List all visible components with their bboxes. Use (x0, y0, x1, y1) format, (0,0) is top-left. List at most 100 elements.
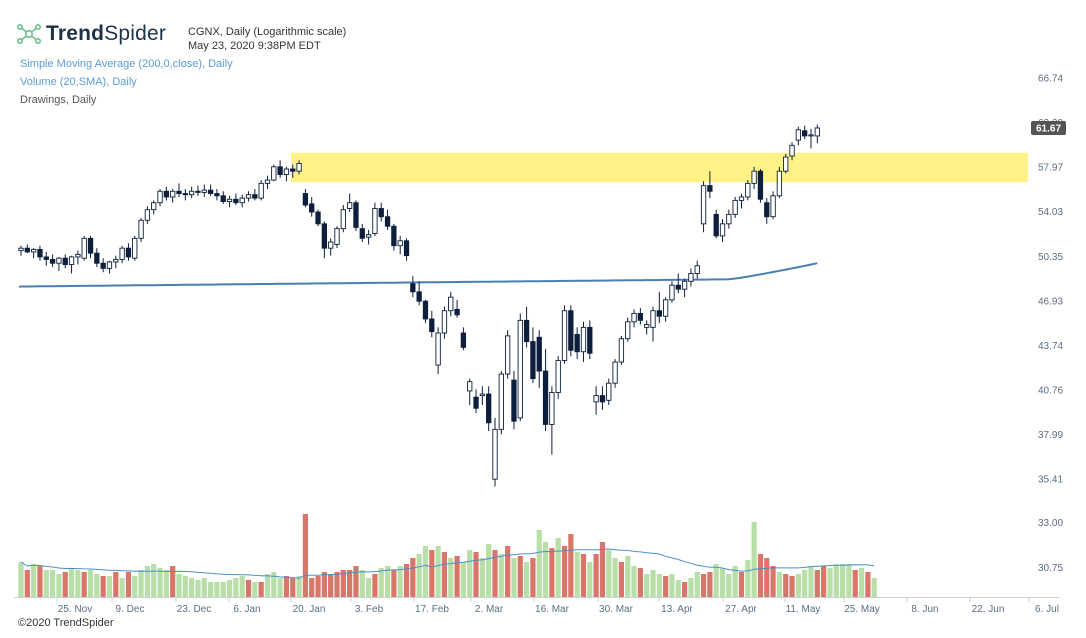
candle-body (245, 194, 252, 199)
volume-bar (713, 564, 719, 597)
volume-bar (536, 530, 542, 597)
candle-body (498, 373, 504, 430)
candle (24, 244, 30, 254)
volume-bar (719, 568, 726, 597)
y-tick-label: 43.74 (1038, 341, 1063, 352)
candle (188, 186, 195, 199)
candle (795, 126, 802, 146)
candle-body (24, 247, 30, 253)
candle (675, 273, 681, 294)
volume-bar (435, 546, 441, 597)
candle (802, 125, 808, 140)
candle (587, 320, 593, 360)
spider-icon (16, 23, 41, 44)
volume-bar (384, 566, 391, 597)
x-tick-label: 8. Jun (911, 604, 938, 615)
candle (644, 320, 650, 335)
candle (410, 276, 416, 298)
candle-body (492, 428, 498, 480)
volume-bar (726, 574, 732, 597)
candle (593, 386, 599, 415)
candle (738, 193, 745, 209)
candle (81, 235, 87, 261)
candle (454, 299, 460, 318)
candle-body (486, 393, 492, 424)
volume-bar (524, 562, 530, 597)
candle (549, 386, 555, 455)
candle (606, 378, 612, 406)
candle-body (422, 300, 429, 320)
volume-bar (871, 578, 877, 597)
volume-bar (37, 566, 43, 597)
volume-bar (574, 552, 580, 597)
candle-body (561, 310, 568, 362)
candle-body (81, 237, 87, 259)
candle-body (302, 193, 309, 206)
candle-body (391, 225, 397, 247)
candle-body (536, 336, 542, 372)
volume-bar (31, 564, 37, 597)
candle-body (397, 240, 403, 247)
indicator-sma[interactable]: Simple Moving Average (200,0,close), Dai… (20, 58, 233, 70)
y-tick-label: 40.76 (1038, 385, 1063, 396)
volume-bar (163, 570, 169, 597)
candle (125, 243, 132, 261)
candle-body (656, 310, 662, 317)
volume-bar (833, 564, 839, 597)
volume-bar (498, 554, 504, 597)
candle-body (170, 190, 176, 198)
candle-body (220, 195, 226, 203)
volume-bar (321, 572, 327, 597)
candle-body (549, 392, 555, 425)
candle-body (138, 219, 144, 239)
candle (94, 248, 100, 268)
candle (732, 196, 738, 218)
candle (315, 209, 321, 227)
candle-body (201, 189, 207, 193)
indicator-drawings[interactable]: Drawings, Daily (20, 94, 97, 106)
volume-bar (75, 570, 81, 597)
candle (30, 248, 37, 259)
volume-bar (277, 578, 283, 597)
y-tick-label: 50.35 (1038, 252, 1063, 263)
x-tick-label: 11. May (786, 604, 821, 615)
volume-bar (650, 570, 656, 597)
candle-body (574, 333, 580, 353)
candle (751, 166, 757, 190)
candle-body (410, 283, 416, 293)
volume-bar (106, 576, 113, 597)
volume-bar (340, 570, 346, 597)
volume-bar (258, 582, 264, 597)
candle-body (694, 265, 700, 274)
y-tick-label: 37.99 (1038, 430, 1063, 441)
volume-bar (593, 554, 599, 597)
candle (770, 191, 776, 220)
candle-body (151, 202, 157, 211)
volume-bar (271, 572, 277, 597)
candle-body (119, 247, 125, 260)
volume-bar (43, 570, 49, 597)
last-price-label: 61.67 (1036, 123, 1061, 134)
volume-bar (644, 574, 650, 597)
candle-body (157, 190, 163, 204)
volume-bar (580, 554, 587, 597)
candle (113, 255, 119, 269)
candle-body (467, 381, 473, 392)
x-tick-label: 25. Nov (58, 604, 92, 615)
volume-bar (397, 566, 403, 597)
candle (226, 195, 233, 208)
volume-bar (302, 514, 308, 597)
x-tick-label: 9. Dec (116, 604, 145, 615)
volume-bar (422, 546, 429, 597)
volume-bar (359, 570, 365, 597)
candle-body (359, 228, 365, 239)
volume-bar (233, 578, 239, 597)
volume-bar (403, 564, 410, 597)
indicator-volume[interactable]: Volume (20,SMA), Daily (20, 76, 137, 88)
candle (789, 142, 795, 161)
candle-body (144, 209, 151, 221)
candle (201, 184, 207, 197)
volume-bar (454, 556, 460, 597)
volume-bar (226, 580, 233, 597)
